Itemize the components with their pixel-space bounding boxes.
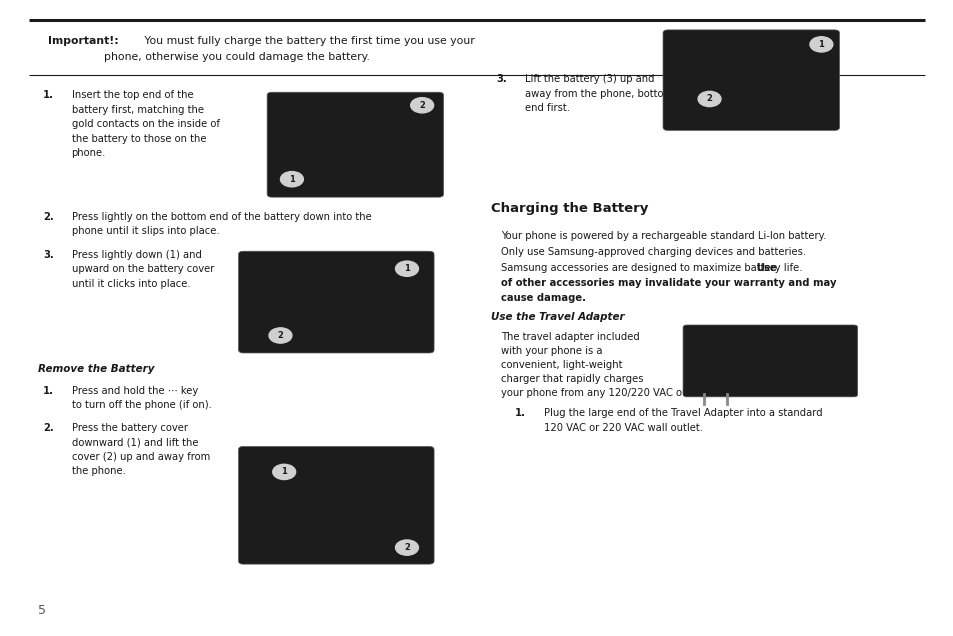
Circle shape xyxy=(280,172,303,187)
FancyBboxPatch shape xyxy=(267,92,443,197)
Text: Press lightly on the bottom end of the battery down into the
phone until it slip: Press lightly on the bottom end of the b… xyxy=(71,212,371,236)
Circle shape xyxy=(273,464,295,480)
Text: Remove the Battery: Remove the Battery xyxy=(38,364,154,375)
Text: 2: 2 xyxy=(706,95,712,104)
Text: Samsung accessories are designed to maximize battery life.: Samsung accessories are designed to maxi… xyxy=(500,263,804,273)
Text: Press lightly down (1) and
upward on the battery cover
until it clicks into plac: Press lightly down (1) and upward on the… xyxy=(71,250,213,289)
Text: 1.: 1. xyxy=(43,386,54,396)
Circle shape xyxy=(698,92,720,107)
Text: The travel adapter included
with your phone is a
convenient, light-weight
charge: The travel adapter included with your ph… xyxy=(500,332,707,398)
FancyBboxPatch shape xyxy=(238,251,434,353)
Text: 2.: 2. xyxy=(43,212,53,222)
Text: 2: 2 xyxy=(277,331,283,340)
Text: Lift the battery (3) up and
away from the phone, bottom
end first.: Lift the battery (3) up and away from th… xyxy=(524,74,672,113)
Text: phone, otherwise you could damage the battery.: phone, otherwise you could damage the ba… xyxy=(104,52,369,62)
Circle shape xyxy=(269,328,292,343)
Text: 3.: 3. xyxy=(496,74,506,85)
Text: Charging the Battery: Charging the Battery xyxy=(491,202,648,214)
Text: 1: 1 xyxy=(281,467,287,476)
Text: Use: Use xyxy=(756,263,777,273)
Text: Important!:: Important!: xyxy=(48,36,118,46)
Text: Only use Samsung-approved charging devices and batteries.: Only use Samsung-approved charging devic… xyxy=(500,247,805,257)
Text: 1: 1 xyxy=(818,40,823,49)
Text: Plug the large end of the Travel Adapter into a standard
120 VAC or 220 VAC wall: Plug the large end of the Travel Adapter… xyxy=(543,408,821,432)
Text: 1.: 1. xyxy=(43,90,54,100)
Text: cause damage.: cause damage. xyxy=(500,293,585,303)
Text: 2.: 2. xyxy=(43,423,53,433)
FancyBboxPatch shape xyxy=(682,325,857,397)
Text: Press the battery cover
downward (1) and lift the
cover (2) up and away from
the: Press the battery cover downward (1) and… xyxy=(71,423,210,476)
FancyBboxPatch shape xyxy=(662,30,839,130)
Text: 2: 2 xyxy=(418,100,425,110)
Text: Use the Travel Adapter: Use the Travel Adapter xyxy=(491,312,624,322)
Text: 3.: 3. xyxy=(43,250,53,260)
Text: 1.: 1. xyxy=(515,408,526,418)
Text: Press and hold the ⋯ key
to turn off the phone (if on).: Press and hold the ⋯ key to turn off the… xyxy=(71,386,212,410)
FancyBboxPatch shape xyxy=(238,446,434,564)
Text: 2: 2 xyxy=(404,543,410,552)
Circle shape xyxy=(395,540,418,555)
Circle shape xyxy=(395,261,418,276)
Text: 5: 5 xyxy=(38,604,46,617)
Circle shape xyxy=(410,98,433,113)
Text: 1: 1 xyxy=(404,264,410,273)
Text: of other accessories may invalidate your warranty and may: of other accessories may invalidate your… xyxy=(500,278,836,288)
Text: Your phone is powered by a rechargeable standard Li-Ion battery.: Your phone is powered by a rechargeable … xyxy=(500,231,825,241)
Text: Insert the top end of the
battery first, matching the
gold contacts on the insid: Insert the top end of the battery first,… xyxy=(71,90,219,158)
Text: You must fully charge the battery the first time you use your: You must fully charge the battery the fi… xyxy=(141,36,475,46)
Text: 1: 1 xyxy=(289,175,294,184)
Circle shape xyxy=(809,37,832,52)
